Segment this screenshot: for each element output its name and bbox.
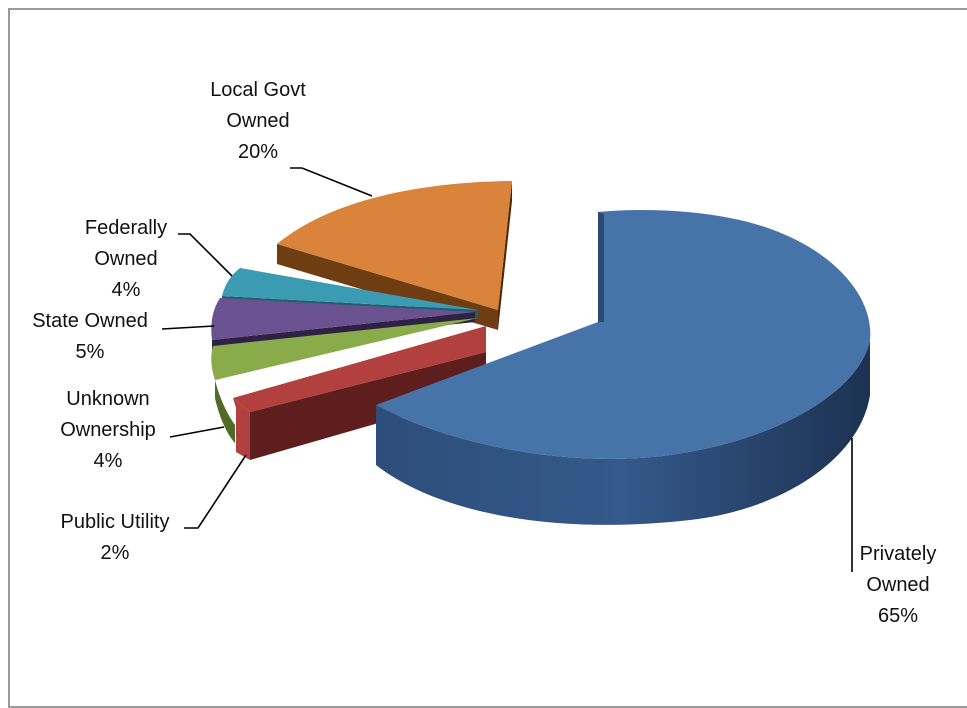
data-label-state-owned: State Owned 5% [32, 310, 148, 363]
leader-public [184, 454, 247, 529]
data-label-unknown-ownership: Unknown Ownership 4% [60, 388, 156, 472]
leader-lines [161, 167, 853, 572]
leader-local-govt [290, 167, 373, 197]
slice-public-utility[interactable] [233, 326, 486, 460]
data-label-privately-owned: Privately Owned 65% [860, 543, 937, 627]
data-label-local-govt-owned: Local Govt Owned 20% [210, 79, 306, 163]
slice-privately-owned[interactable] [376, 210, 871, 525]
data-label-federally-owned: Federally Owned 4% [85, 217, 167, 301]
leader-state [161, 325, 215, 330]
data-labels: Privately Owned 65% Public Utility 2% Unknown… [32, 79, 936, 627]
pie-chart: Privately Owned 65% Public Utility 2% Unknown… [32, 79, 936, 627]
leader-federally [178, 233, 233, 277]
leader-unknown [169, 426, 225, 438]
slice-unknown-ownership[interactable] [211, 318, 478, 443]
data-label-public-utility: Public Utility 2% [61, 511, 170, 564]
